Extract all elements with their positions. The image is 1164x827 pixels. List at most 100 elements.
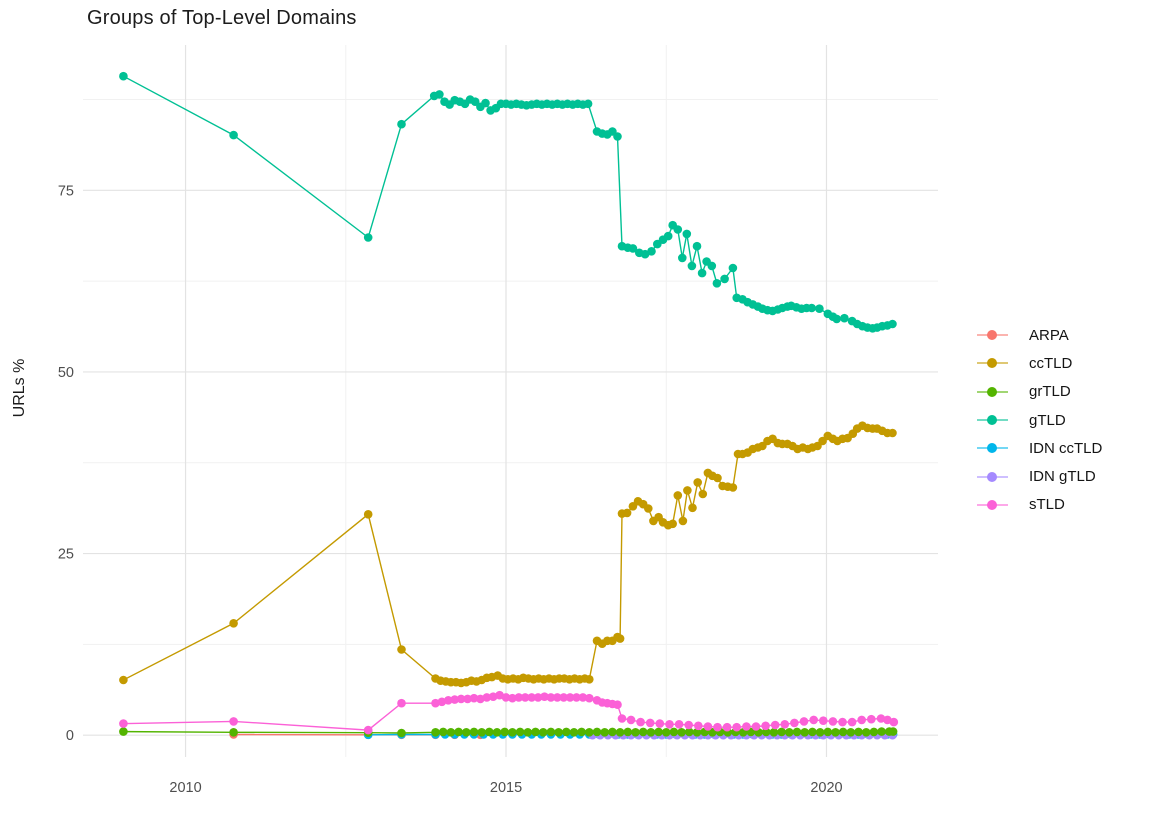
data-point bbox=[828, 717, 838, 726]
data-point bbox=[742, 722, 751, 731]
data-point bbox=[728, 263, 738, 273]
data-point bbox=[823, 727, 833, 737]
data-point bbox=[397, 119, 406, 129]
data-point bbox=[569, 728, 579, 737]
data-point bbox=[572, 693, 581, 702]
data-point bbox=[628, 244, 638, 253]
legend-label: sTLD bbox=[1029, 496, 1065, 514]
data-point bbox=[673, 225, 683, 234]
data-point bbox=[815, 728, 825, 737]
data-point bbox=[615, 634, 625, 643]
data-point bbox=[615, 728, 625, 737]
data-point bbox=[585, 675, 594, 684]
data-point bbox=[438, 727, 448, 737]
data-point bbox=[508, 728, 517, 737]
data-point bbox=[546, 727, 556, 737]
data-point bbox=[608, 727, 617, 737]
legend-item-arpa: ARPA bbox=[977, 321, 1102, 349]
data-point bbox=[592, 727, 602, 737]
data-point bbox=[790, 718, 799, 728]
data-point bbox=[397, 645, 406, 654]
data-point bbox=[688, 503, 697, 513]
data-point bbox=[677, 728, 686, 737]
data-point bbox=[800, 728, 809, 737]
data-point bbox=[520, 693, 530, 702]
data-point bbox=[876, 714, 886, 723]
data-point bbox=[645, 718, 655, 728]
data-point bbox=[531, 727, 540, 737]
data-point bbox=[685, 727, 694, 737]
data-point bbox=[831, 728, 840, 737]
data-point bbox=[501, 693, 511, 702]
data-point bbox=[808, 727, 817, 737]
data-point bbox=[456, 694, 466, 704]
chart-title: Groups of Top-Level Domains bbox=[87, 7, 357, 29]
data-point bbox=[663, 231, 673, 241]
series-stld bbox=[119, 690, 899, 735]
data-point bbox=[692, 241, 702, 251]
data-point bbox=[435, 90, 444, 99]
data-point bbox=[682, 229, 692, 239]
legend-label: IDN ccTLD bbox=[1029, 439, 1103, 457]
y-tick-label: 75 bbox=[58, 183, 74, 199]
data-point bbox=[712, 279, 722, 288]
legend-item-stld: sTLD bbox=[977, 491, 1102, 519]
data-point bbox=[431, 698, 440, 708]
data-point bbox=[229, 130, 238, 140]
data-point bbox=[674, 720, 684, 729]
data-point bbox=[678, 516, 688, 526]
y-tick-label: 50 bbox=[58, 365, 74, 381]
data-point bbox=[792, 727, 802, 737]
data-point bbox=[713, 722, 722, 732]
data-point bbox=[847, 717, 857, 727]
legend-item-grtld: grTLD bbox=[977, 378, 1102, 406]
data-point bbox=[661, 728, 671, 737]
data-point bbox=[720, 274, 729, 284]
data-point bbox=[481, 98, 490, 108]
series-gtld bbox=[119, 71, 897, 333]
data-point bbox=[119, 71, 128, 81]
data-point bbox=[722, 722, 732, 732]
data-point bbox=[585, 693, 594, 703]
data-point bbox=[857, 715, 866, 725]
data-point bbox=[777, 727, 786, 737]
data-point bbox=[622, 508, 632, 518]
data-point bbox=[647, 247, 656, 256]
data-point bbox=[840, 313, 849, 323]
data-point bbox=[583, 99, 593, 109]
data-point bbox=[613, 132, 622, 141]
y-axis-title: URLs % bbox=[11, 358, 28, 418]
data-point bbox=[638, 727, 648, 737]
data-point bbox=[807, 303, 816, 313]
data-point bbox=[119, 727, 128, 736]
data-point bbox=[229, 717, 238, 726]
data-point bbox=[819, 716, 828, 725]
data-point bbox=[694, 721, 703, 731]
data-point bbox=[687, 261, 697, 271]
data-point bbox=[889, 717, 899, 727]
legend-key-icon bbox=[977, 357, 1008, 369]
data-point bbox=[546, 693, 556, 702]
data-point bbox=[761, 721, 770, 731]
legend-key-icon bbox=[977, 329, 1008, 341]
data-point bbox=[533, 693, 543, 702]
data-point bbox=[684, 720, 693, 730]
data-point bbox=[577, 727, 586, 737]
data-point bbox=[832, 314, 841, 324]
data-point bbox=[751, 722, 761, 731]
data-point bbox=[683, 486, 692, 495]
data-point bbox=[693, 478, 702, 487]
data-point bbox=[454, 727, 463, 737]
data-point bbox=[669, 727, 679, 737]
data-point bbox=[673, 491, 683, 500]
data-point bbox=[469, 693, 479, 703]
data-point bbox=[678, 253, 687, 263]
data-point bbox=[854, 727, 863, 737]
data-point bbox=[623, 727, 633, 737]
data-point bbox=[707, 261, 717, 271]
data-point bbox=[703, 722, 713, 731]
data-point bbox=[463, 694, 472, 704]
data-point bbox=[559, 693, 568, 702]
legend-item-idn-gtld: IDN gTLD bbox=[977, 462, 1102, 490]
